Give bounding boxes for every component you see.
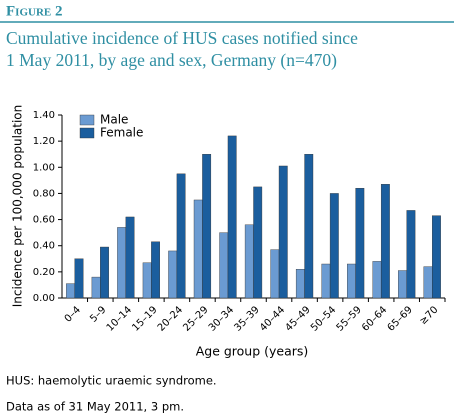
x-tick-label: 40–44 — [258, 304, 287, 333]
bar — [151, 241, 160, 299]
x-tick-label: 0–4 — [63, 304, 83, 324]
x-tick-label: 30–34 — [207, 304, 236, 333]
bar — [91, 276, 101, 299]
bar — [380, 184, 390, 299]
x-axis-title: Age group (years) — [196, 344, 309, 359]
y-tick-label: 0.80 — [33, 188, 55, 199]
y-tick-label: 0.40 — [33, 241, 55, 252]
bar — [304, 154, 314, 299]
x-tick-label: 65–69 — [386, 304, 415, 333]
bar — [355, 187, 365, 299]
footnote: Data as of 31 May 2011, 3 pm. — [6, 400, 184, 414]
bar — [244, 224, 254, 299]
y-tick-label: 0.20 — [33, 267, 55, 278]
y-tick-label: 0.60 — [33, 215, 55, 226]
x-tick-label: 25–29 — [181, 304, 210, 333]
bar — [117, 227, 127, 299]
y-axis-title: Incidence per 100,000 population — [11, 105, 25, 308]
bar — [432, 215, 441, 299]
bar — [66, 283, 75, 299]
x-tick-label: 10–14 — [105, 304, 134, 333]
x-tick-label: 45–49 — [283, 304, 312, 333]
legend-swatch — [79, 114, 95, 126]
bar — [176, 173, 186, 299]
bar — [125, 216, 135, 299]
bar — [278, 165, 288, 299]
bar — [168, 250, 178, 299]
y-tick-label: 1.40 — [33, 110, 55, 121]
bar — [423, 266, 433, 299]
bar — [347, 263, 356, 299]
legend-label: Female — [100, 126, 143, 140]
bar — [193, 199, 203, 299]
legend-label: Male — [100, 113, 128, 127]
x-tick-label: 5–9 — [88, 304, 108, 324]
y-tick-label: 1.00 — [33, 162, 55, 173]
x-tick-label: ≥70 — [418, 304, 441, 327]
bar — [321, 263, 331, 299]
x-tick-label: 35–39 — [232, 304, 261, 333]
bar — [227, 135, 237, 299]
bar — [398, 270, 407, 299]
bar — [329, 193, 339, 299]
figure-label: Figure 2 — [6, 3, 62, 19]
bar — [219, 232, 229, 299]
bar — [74, 258, 84, 299]
bar — [253, 186, 263, 299]
bar — [202, 154, 212, 299]
x-tick-label: 50–54 — [309, 304, 338, 333]
x-tick-label: 55–59 — [335, 304, 364, 333]
bar — [100, 246, 109, 299]
x-tick-label: 60–64 — [360, 304, 389, 333]
legend-swatch — [79, 127, 95, 139]
bar — [295, 269, 305, 299]
bar — [142, 262, 152, 299]
y-tick-label: 1.20 — [33, 136, 55, 147]
footnote: HUS: haemolytic uraemic syndrome. — [6, 374, 217, 388]
x-tick-label: 15–19 — [130, 304, 159, 333]
bar — [372, 261, 382, 299]
bar — [270, 249, 280, 299]
x-tick-label: 20–24 — [156, 304, 185, 333]
chart-title: Cumulative incidence of HUS cases notifi… — [6, 28, 358, 70]
bar — [406, 210, 416, 299]
y-tick-label: 0.00 — [33, 293, 55, 304]
